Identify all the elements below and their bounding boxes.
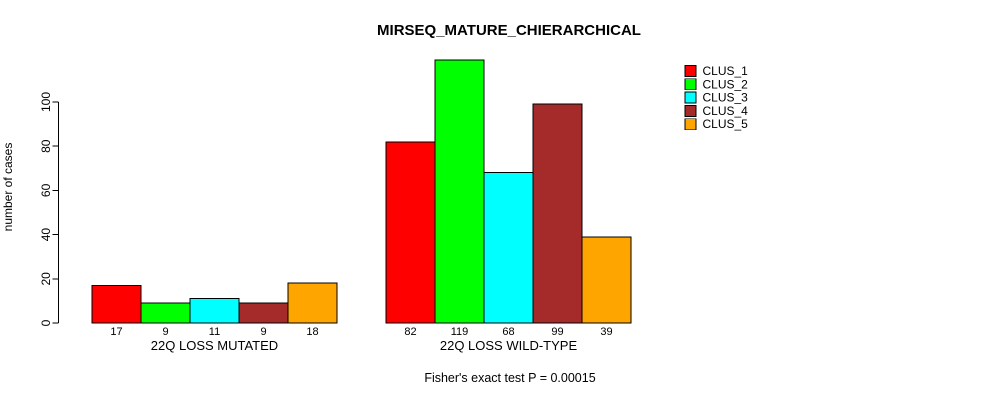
bar-clus_4 xyxy=(532,103,583,324)
y-tick-label: 0 xyxy=(39,319,53,326)
legend-swatch-clus_4 xyxy=(684,105,697,117)
legend-label-clus_2: CLUS_2 xyxy=(703,77,749,91)
chart-title: MIRSEQ_MATURE_CHIERARCHICAL xyxy=(377,22,641,39)
bar-value-label: 82 xyxy=(404,326,416,338)
bar-value-label: 39 xyxy=(600,326,612,338)
bar-clus_5 xyxy=(287,282,338,324)
bar-value-label: 68 xyxy=(502,326,514,338)
bar-clus_3 xyxy=(189,298,240,324)
bar-clus_3 xyxy=(483,172,534,324)
y-tick-label: 80 xyxy=(39,139,53,153)
legend-label-clus_4: CLUS_4 xyxy=(703,104,749,118)
y-tick-label: 60 xyxy=(39,183,53,197)
bar-value-label: 99 xyxy=(551,326,563,338)
bar-clus_1 xyxy=(91,284,142,324)
legend-swatch-clus_3 xyxy=(684,91,697,104)
bar-value-label: 9 xyxy=(162,326,168,338)
y-tick-label: 40 xyxy=(39,228,53,242)
bar-clus_2 xyxy=(140,302,191,324)
annotation-text: Fisher's exact test P = 0.00015 xyxy=(424,371,595,385)
y-tick-label: 20 xyxy=(39,272,53,286)
bar-value-label: 17 xyxy=(110,326,122,338)
bar-value-label: 11 xyxy=(209,326,220,338)
bar-clus_1 xyxy=(385,141,436,324)
y-axis: 0 20 40 60 80 100 xyxy=(39,92,59,326)
legend-label-clus_3: CLUS_3 xyxy=(703,91,749,105)
category-label: 22Q LOSS MUTATED xyxy=(151,338,278,353)
legend-label-clus_1: CLUS_1 xyxy=(703,64,749,78)
y-axis-label: number of cases xyxy=(1,143,15,232)
bar-clus_2 xyxy=(434,59,485,324)
bar-clus_5 xyxy=(581,236,632,324)
category-label: 22Q LOSS WILD-TYPE xyxy=(440,338,578,353)
legend-label-clus_5: CLUS_5 xyxy=(703,117,749,131)
bar-value-label: 18 xyxy=(306,326,318,338)
bar-value-label: 119 xyxy=(451,326,469,338)
y-tick-label: 100 xyxy=(39,92,53,112)
legend-swatch-clus_2 xyxy=(684,78,697,91)
bar-value-label: 9 xyxy=(260,326,266,338)
legend-swatch-clus_5 xyxy=(684,118,697,131)
bar-clus_4 xyxy=(238,302,289,324)
legend-swatch-clus_1 xyxy=(684,65,697,77)
